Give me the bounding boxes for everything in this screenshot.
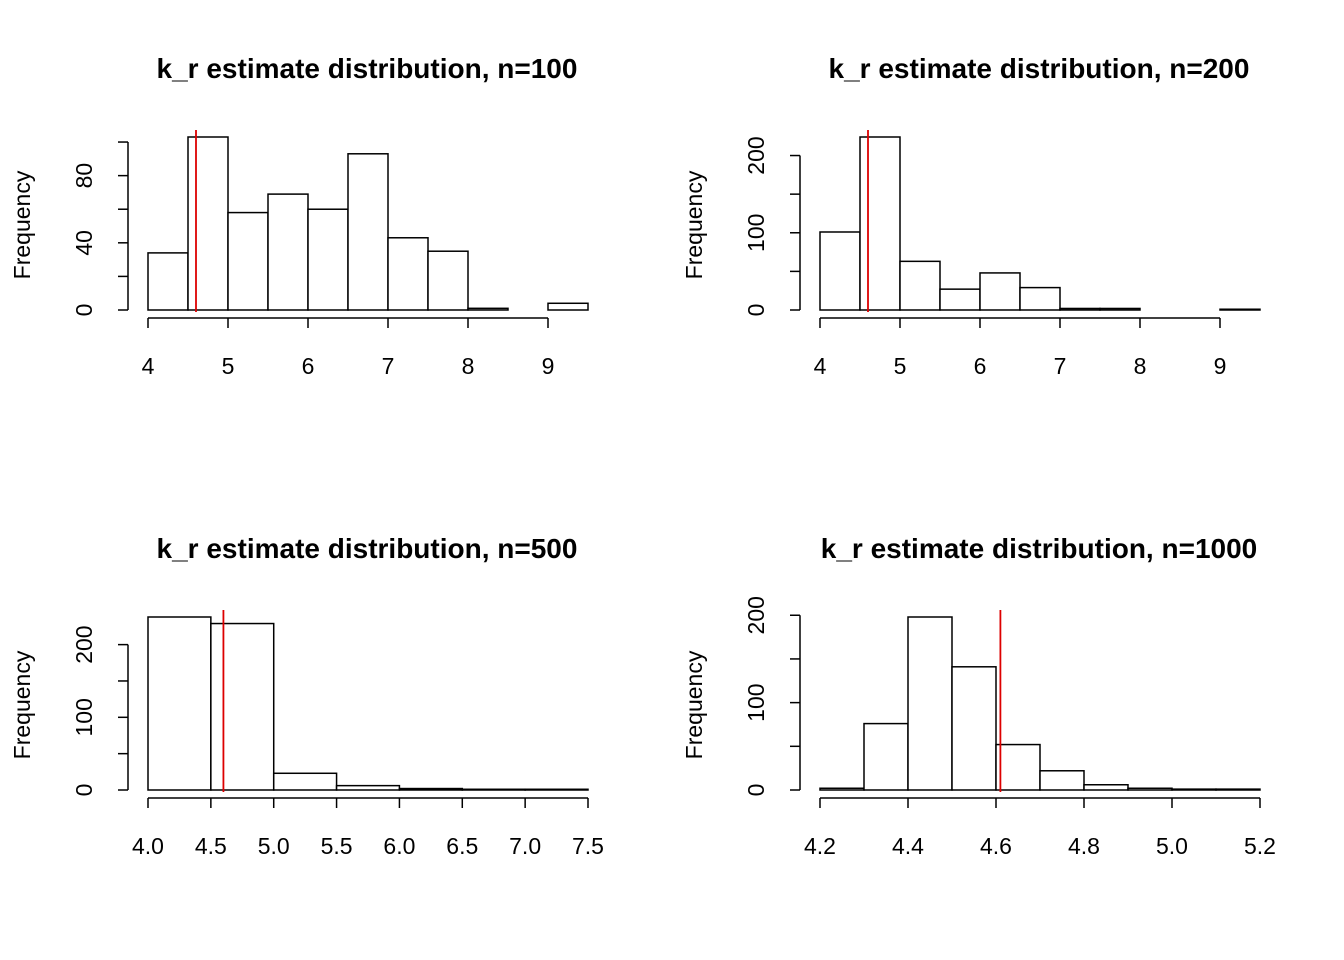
histogram-bar	[147, 252, 189, 311]
y-axis-label: Frequency	[681, 650, 707, 759]
histogram-bar	[335, 784, 401, 791]
chart-title: k_r estimate distribution, n=200	[829, 53, 1250, 84]
histogram-panel-n1000: k_r estimate distribution, n=1000 Freque…	[672, 480, 1344, 960]
x-tick-label: 6	[302, 353, 315, 379]
x-tick-label: 6.0	[383, 833, 415, 859]
histogram-svg: k_r estimate distribution, n=200 Frequen…	[681, 53, 1261, 379]
histogram-bar	[1059, 307, 1101, 311]
histogram-bar	[1127, 787, 1173, 791]
x-tick-label: 4.6	[980, 833, 1012, 859]
x-tick-label: 5.0	[258, 833, 290, 859]
y-tick-label: 200	[743, 596, 769, 634]
y-tick-label: 200	[71, 625, 97, 663]
x-tick-label: 5	[222, 353, 235, 379]
histogram-panel-n200: k_r estimate distribution, n=200 Frequen…	[672, 0, 1344, 480]
x-tick-label: 5.0	[1156, 833, 1188, 859]
x-tick-label: 8	[1134, 353, 1147, 379]
histogram-bar	[398, 787, 464, 791]
x-tick-label: 6	[974, 353, 987, 379]
x-tick-label: 9	[542, 353, 555, 379]
histogram-svg: k_r estimate distribution, n=1000 Freque…	[681, 533, 1276, 859]
histogram-bar	[1171, 788, 1217, 791]
histogram-bar	[387, 237, 429, 311]
x-tick-label: 7.0	[509, 833, 541, 859]
x-tick-label: 4	[814, 353, 827, 379]
histogram-bar	[1099, 307, 1141, 311]
histogram-bar	[147, 616, 212, 791]
histogram-bar	[187, 136, 229, 311]
histogram-bar	[899, 260, 941, 311]
histogram-svg: k_r estimate distribution, n=500 Frequen…	[9, 533, 604, 859]
histogram-bar	[939, 288, 981, 311]
histogram-bar	[307, 208, 349, 311]
y-tick-label: 0	[743, 304, 769, 317]
x-tick-label: 4.2	[804, 833, 836, 859]
x-tick-label: 6.5	[446, 833, 478, 859]
histogram-svg: k_r estimate distribution, n=100 Frequen…	[9, 53, 589, 379]
x-tick-label: 7.5	[572, 833, 604, 859]
y-tick-label: 0	[71, 304, 97, 317]
y-tick-label: 80	[71, 163, 97, 189]
y-axis-label: Frequency	[681, 170, 707, 279]
histogram-bar	[819, 787, 865, 791]
histogram-bar	[267, 193, 309, 311]
histogram-bar	[524, 788, 589, 791]
histogram-bar	[1019, 286, 1061, 311]
histogram-bar	[1215, 788, 1261, 791]
histogram-bar	[951, 666, 997, 791]
histogram-bar	[1039, 770, 1085, 791]
histogram-bar	[979, 272, 1021, 311]
histogram-bar	[347, 153, 389, 311]
histogram-bar	[210, 622, 275, 791]
x-tick-label: 9	[1214, 353, 1227, 379]
x-tick-label: 5	[894, 353, 907, 379]
histogram-bar	[995, 743, 1041, 791]
histogram-bar	[1083, 784, 1129, 791]
chart-title: k_r estimate distribution, n=500	[157, 533, 578, 564]
x-tick-label: 5.2	[1244, 833, 1276, 859]
y-tick-label: 0	[71, 784, 97, 797]
x-tick-label: 5.5	[321, 833, 353, 859]
y-tick-label: 100	[743, 683, 769, 721]
histogram-bar	[547, 302, 589, 311]
y-axis-label: Frequency	[9, 170, 35, 279]
y-tick-label: 40	[71, 230, 97, 256]
histogram-bar	[467, 307, 509, 311]
histogram-bar	[1219, 308, 1261, 311]
chart-title: k_r estimate distribution, n=1000	[821, 533, 1258, 564]
histogram-bar	[819, 231, 861, 311]
chart-title: k_r estimate distribution, n=100	[157, 53, 578, 84]
histogram-panel-n100: k_r estimate distribution, n=100 Frequen…	[0, 0, 672, 480]
x-tick-label: 4.5	[195, 833, 227, 859]
y-tick-label: 100	[71, 698, 97, 736]
histogram-bar	[461, 788, 526, 791]
x-tick-label: 4.8	[1068, 833, 1100, 859]
y-axis-label: Frequency	[9, 650, 35, 759]
histogram-bar	[863, 722, 909, 791]
y-tick-label: 0	[743, 784, 769, 797]
y-tick-label: 200	[743, 136, 769, 174]
x-tick-label: 8	[462, 353, 475, 379]
histogram-panel-n500: k_r estimate distribution, n=500 Frequen…	[0, 480, 672, 960]
histogram-bar	[907, 616, 953, 791]
histogram-bar	[227, 211, 269, 311]
histogram-bar	[272, 772, 338, 791]
histogram-bar	[859, 136, 901, 311]
x-tick-label: 7	[1054, 353, 1067, 379]
x-tick-label: 7	[382, 353, 395, 379]
histogram-bar	[427, 250, 469, 311]
y-tick-label: 100	[743, 214, 769, 252]
x-tick-label: 4	[142, 353, 155, 379]
x-tick-label: 4.4	[892, 833, 924, 859]
x-tick-label: 4.0	[132, 833, 164, 859]
